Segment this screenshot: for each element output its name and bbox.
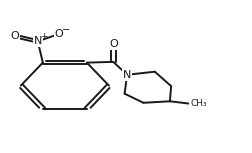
Text: CH₃: CH₃ [189,99,206,108]
Text: O: O [108,39,117,49]
Text: N: N [34,36,42,46]
Text: N: N [122,70,131,80]
Text: −: − [62,25,70,35]
Text: O: O [11,31,19,41]
Text: O: O [55,29,63,39]
Text: +: + [39,32,47,41]
